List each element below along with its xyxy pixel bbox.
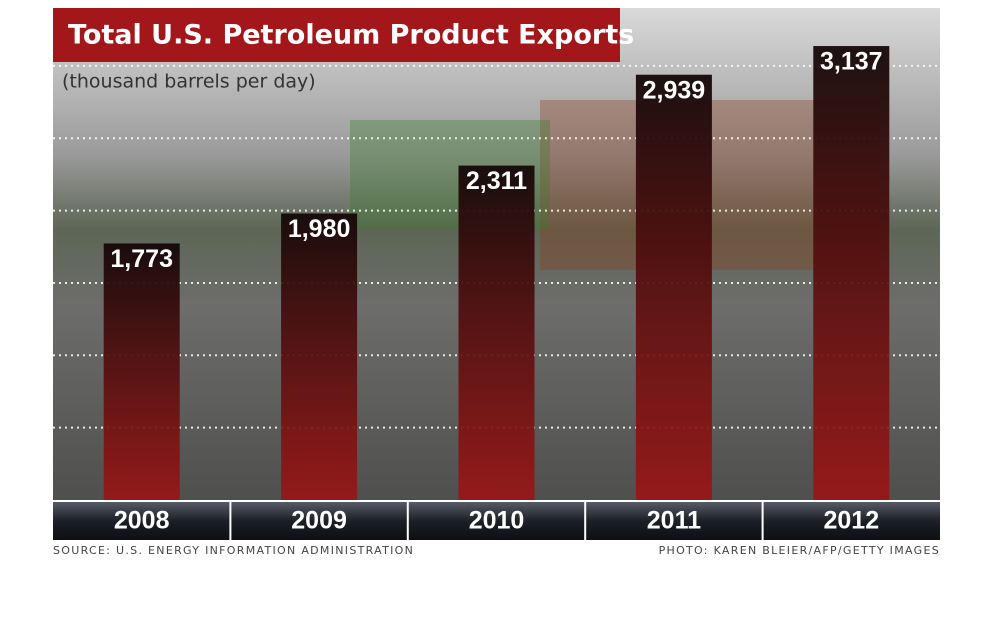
x-tick-label: 2011 [647,507,701,535]
chart-subtitle: (thousand barrels per day) [62,71,316,93]
bar [458,165,535,500]
bar [103,243,180,501]
title-box [53,8,620,62]
value-label: 3,137 [820,48,883,76]
chart-title: Total U.S. Petroleum Product Exports [68,20,634,51]
value-label: 2,939 [643,76,706,104]
bar [813,46,890,500]
category-strip [53,502,940,540]
x-tick-label: 2012 [823,507,879,535]
photo-credit: PHOTO: KAREN BLEIER/AFP/GETTY IMAGES [659,544,940,557]
x-tick-label: 2008 [114,507,170,535]
value-label: 2,311 [466,167,527,195]
value-label: 1,980 [288,215,351,243]
x-tick-label: 2009 [291,507,347,535]
x-tick-label: 2010 [469,507,525,535]
source-note: SOURCE: U.S. ENERGY INFORMATION ADMINIST… [53,544,414,557]
value-label: 1,773 [110,245,173,273]
bar [635,74,712,500]
bar [281,213,358,500]
